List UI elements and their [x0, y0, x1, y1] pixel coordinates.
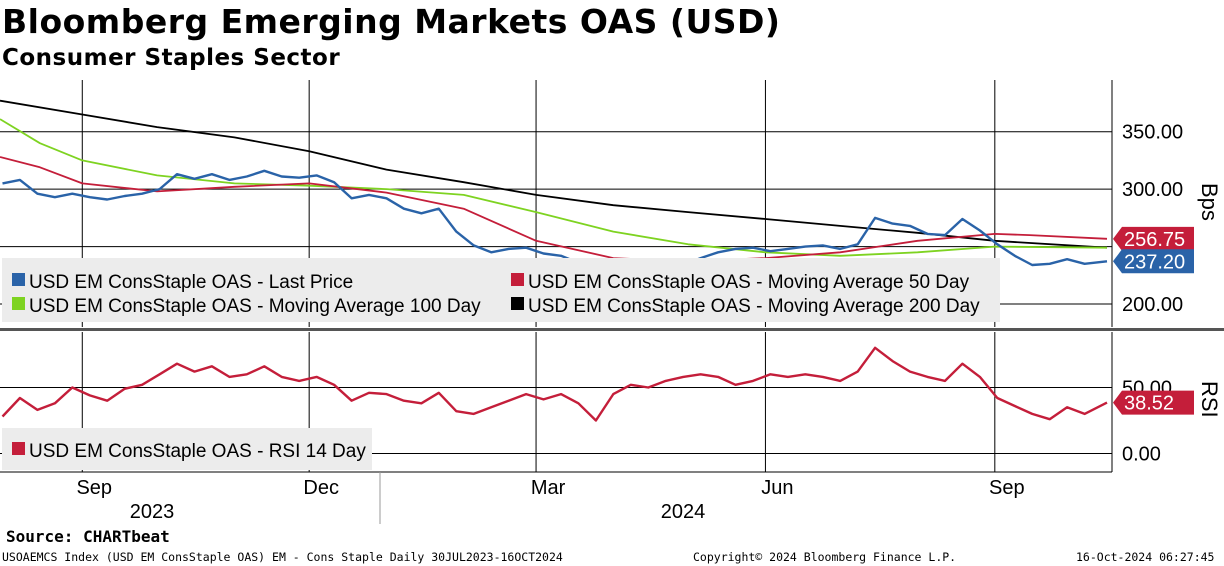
legend-swatch — [12, 442, 25, 455]
last-value-badge — [1113, 249, 1194, 274]
panel-divider — [0, 328, 1224, 331]
legend-entry: USD EM ConsStaple OAS - Last Price — [29, 272, 353, 293]
legend-swatch — [511, 273, 524, 286]
x-year-label: 2024 — [661, 501, 706, 523]
legend-swatch — [511, 297, 524, 310]
y-tick-label: 300.00 — [1122, 179, 1183, 201]
y-axis-title-rsi: RSI — [1197, 381, 1222, 418]
last-value-badge — [1113, 226, 1194, 251]
last-value-badge — [1113, 390, 1194, 415]
series-line-usd-em-consstaple-oas-rsi-14-day — [1, 346, 1108, 422]
chart-title: Bloomberg Emerging Markets OAS (USD) — [2, 2, 781, 41]
x-tick-label: Dec — [303, 477, 339, 499]
series-line-usd-em-consstaple-oas-moving-average-50-day — [0, 156, 1108, 263]
chart-subtitle: Consumer Staples Sector — [2, 45, 341, 71]
copyright-note: Copyright© 2024 Bloomberg Finance L.P. — [693, 550, 957, 564]
series-line-usd-em-consstaple-oas-moving-average-200-day — [0, 99, 1108, 249]
x-tick-label: Jun — [761, 477, 793, 499]
x-tick-label: Mar — [531, 477, 566, 499]
last-value-label: 256.75 — [1113, 226, 1194, 251]
rsi-legend-box — [2, 428, 372, 470]
price-legend-box — [2, 258, 1000, 322]
last-value-label: 38.52 — [1113, 390, 1194, 415]
y-tick-label: 0.00 — [1122, 444, 1161, 466]
legends: USD EM ConsStaple OAS - Last Price USD EM… — [2, 258, 1000, 470]
x-tick-label: Sep — [76, 477, 112, 499]
series-line-usd-em-consstaple-oas-last-price — [2, 169, 1108, 272]
source-note: Source: CHARTbeat — [6, 527, 170, 546]
y-axis-title-bps: Bps — [1197, 183, 1222, 221]
legend-entry: USD EM ConsStaple OAS - Moving Average 1… — [29, 296, 481, 317]
last-value-text: 237.20 — [1124, 251, 1185, 273]
last-value-label: 237.20 — [1113, 249, 1194, 274]
legend-entry: USD EM ConsStaple OAS - Moving Average 5… — [528, 272, 970, 293]
last-value-text: 256.75 — [1124, 229, 1185, 251]
x-tick-label: Sep — [989, 477, 1025, 499]
last-value-text: 38.52 — [1124, 393, 1174, 415]
x-year-label: 2023 — [130, 501, 175, 523]
legend-swatch — [12, 273, 25, 286]
timestamp: 16-Oct-2024 06:27:45 — [1076, 550, 1215, 564]
y-tick-label: 200.00 — [1122, 294, 1183, 316]
legend-entry: USD EM ConsStaple OAS - RSI 14 Day — [29, 441, 366, 462]
series-line-usd-em-consstaple-oas-moving-average-100-day — [0, 118, 1108, 257]
series-lines — [0, 99, 1108, 422]
ticker-info: USOAEMCS Index (USD EM ConsStaple OAS) E… — [2, 550, 563, 564]
legend-entry: USD EM ConsStaple OAS - Moving Average 2… — [528, 296, 980, 317]
legend-swatch — [12, 297, 25, 310]
y-tick-label: 350.00 — [1122, 122, 1183, 144]
